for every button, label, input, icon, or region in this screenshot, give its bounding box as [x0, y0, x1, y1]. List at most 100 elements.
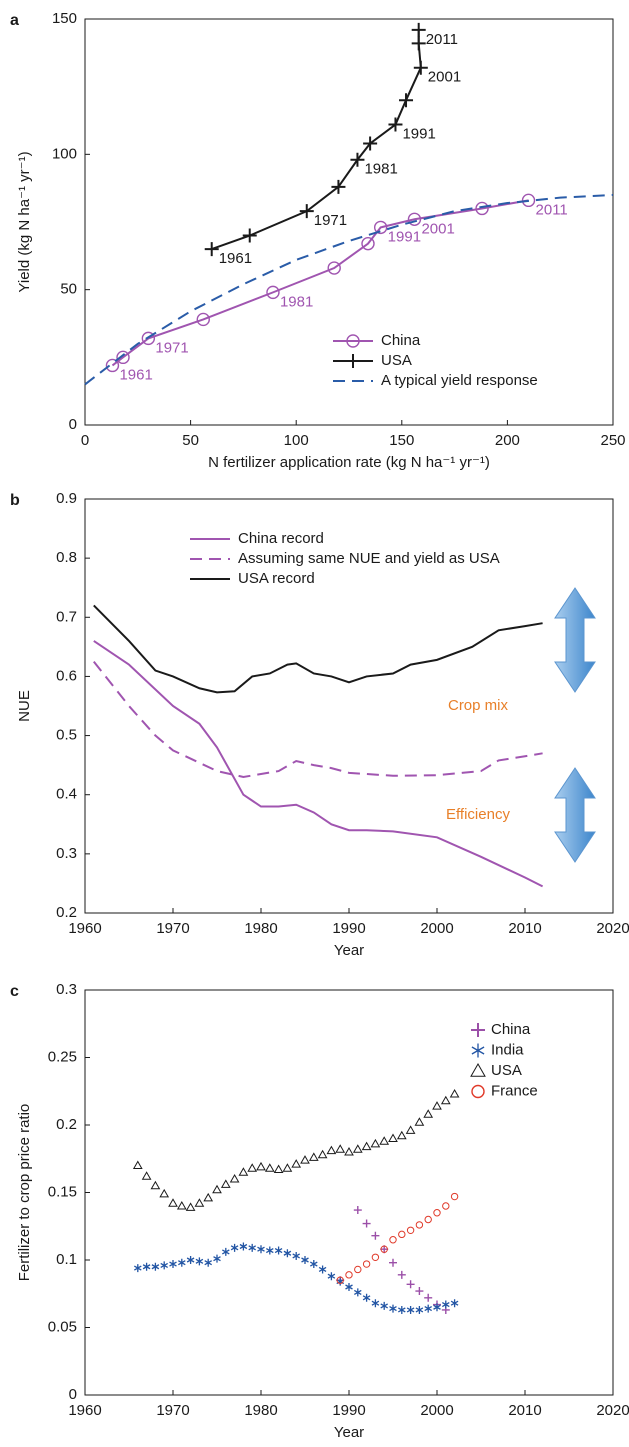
- marker: [371, 1299, 380, 1308]
- legend-label: Assuming same NUE and yield as USA: [238, 550, 500, 567]
- legend-label: France: [491, 1082, 538, 1099]
- marker: [370, 1138, 381, 1148]
- legend-label: India: [491, 1041, 524, 1058]
- marker: [274, 1246, 283, 1255]
- x-tick-label: 1990: [332, 920, 365, 937]
- y-tick-label: 0.4: [56, 786, 77, 803]
- point-label: 2011: [426, 31, 458, 48]
- x-tick-label: 1970: [156, 1402, 189, 1419]
- x-tick-label: 150: [389, 432, 414, 449]
- y-tick-label: 0.05: [48, 1318, 77, 1335]
- series-line: [84, 193, 614, 386]
- legend-label: A typical yield response: [381, 372, 538, 389]
- marker: [475, 201, 489, 216]
- series-line: [93, 640, 544, 888]
- marker: [221, 1247, 230, 1256]
- y-tick-label: 150: [52, 10, 77, 27]
- marker: [399, 93, 414, 108]
- marker: [141, 1171, 152, 1180]
- annotation: Crop mix: [448, 697, 509, 714]
- y-tick-label: 50: [60, 281, 77, 298]
- marker: [371, 1231, 380, 1240]
- y-tick-label: 0: [69, 416, 77, 433]
- marker: [159, 1188, 170, 1198]
- series-line: [93, 661, 543, 778]
- y-tick-label: 0.25: [48, 1048, 77, 1065]
- marker: [331, 179, 346, 194]
- x-tick-label: 200: [495, 432, 520, 449]
- point-label: 1971: [155, 339, 188, 356]
- marker: [186, 1256, 195, 1264]
- x-tick-label: 2010: [508, 920, 541, 937]
- y-tick-label: 0.5: [56, 727, 77, 744]
- legend-label: USA: [381, 352, 412, 369]
- marker: [470, 1062, 486, 1077]
- marker: [116, 350, 130, 365]
- legend-label: China: [381, 332, 421, 349]
- point-label: 2001: [428, 69, 461, 86]
- y-tick-label: 0.3: [56, 981, 77, 998]
- marker: [176, 1200, 187, 1210]
- x-tick-label: 1990: [332, 1402, 365, 1419]
- marker: [264, 1163, 275, 1172]
- marker: [346, 334, 360, 348]
- marker: [354, 1265, 362, 1274]
- marker: [195, 1257, 204, 1266]
- marker: [397, 1270, 406, 1279]
- marker: [433, 1303, 441, 1312]
- series-line: [93, 604, 543, 694]
- marker: [449, 1088, 460, 1098]
- marker: [291, 1159, 302, 1168]
- marker: [363, 136, 378, 151]
- y-axis-label: Yield (kg N ha⁻¹ yr⁻¹): [16, 151, 33, 292]
- marker: [362, 1260, 371, 1268]
- marker: [442, 1202, 450, 1210]
- x-tick-label: 2000: [420, 920, 453, 937]
- marker: [415, 1287, 424, 1296]
- legend-label: China record: [238, 530, 324, 547]
- y-tick-label: 0.2: [56, 1116, 77, 1133]
- marker: [346, 354, 360, 368]
- y-tick-label: 0.2: [56, 904, 77, 921]
- x-tick-label: 1970: [156, 920, 189, 937]
- y-tick-label: 0.6: [56, 667, 77, 684]
- y-tick-label: 100: [52, 145, 77, 162]
- marker: [265, 1246, 274, 1255]
- marker: [185, 1202, 196, 1211]
- marker: [361, 236, 375, 251]
- marker: [239, 1242, 248, 1251]
- marker: [309, 1260, 318, 1269]
- marker: [242, 228, 257, 243]
- marker: [433, 1209, 441, 1217]
- marker: [282, 1163, 293, 1172]
- crop-mix-arrow: [554, 587, 596, 693]
- marker: [380, 1245, 389, 1254]
- marker: [150, 1180, 161, 1190]
- marker: [345, 1283, 353, 1291]
- marker: [415, 1305, 424, 1314]
- marker: [335, 1144, 346, 1153]
- marker: [396, 1130, 407, 1140]
- marker: [292, 1251, 301, 1260]
- marker: [204, 242, 219, 257]
- legend-label: USA record: [238, 570, 315, 587]
- legend-label: USA: [491, 1062, 522, 1079]
- x-tick-label: 2010: [508, 1402, 541, 1419]
- marker: [450, 1192, 459, 1201]
- marker: [521, 193, 536, 208]
- marker: [424, 1304, 433, 1313]
- marker: [141, 331, 156, 346]
- x-tick-label: 50: [182, 432, 199, 449]
- marker: [327, 261, 341, 275]
- marker: [440, 1095, 451, 1105]
- y-tick-label: 0.3: [56, 845, 77, 862]
- x-tick-label: 100: [284, 432, 309, 449]
- point-label: 2001: [421, 220, 454, 237]
- marker: [230, 1243, 239, 1252]
- marker: [256, 1161, 266, 1171]
- x-tick-label: 1980: [244, 920, 277, 937]
- x-tick-label: 2020: [596, 1402, 629, 1419]
- marker: [380, 1245, 388, 1253]
- marker: [361, 1141, 372, 1151]
- marker: [299, 204, 314, 219]
